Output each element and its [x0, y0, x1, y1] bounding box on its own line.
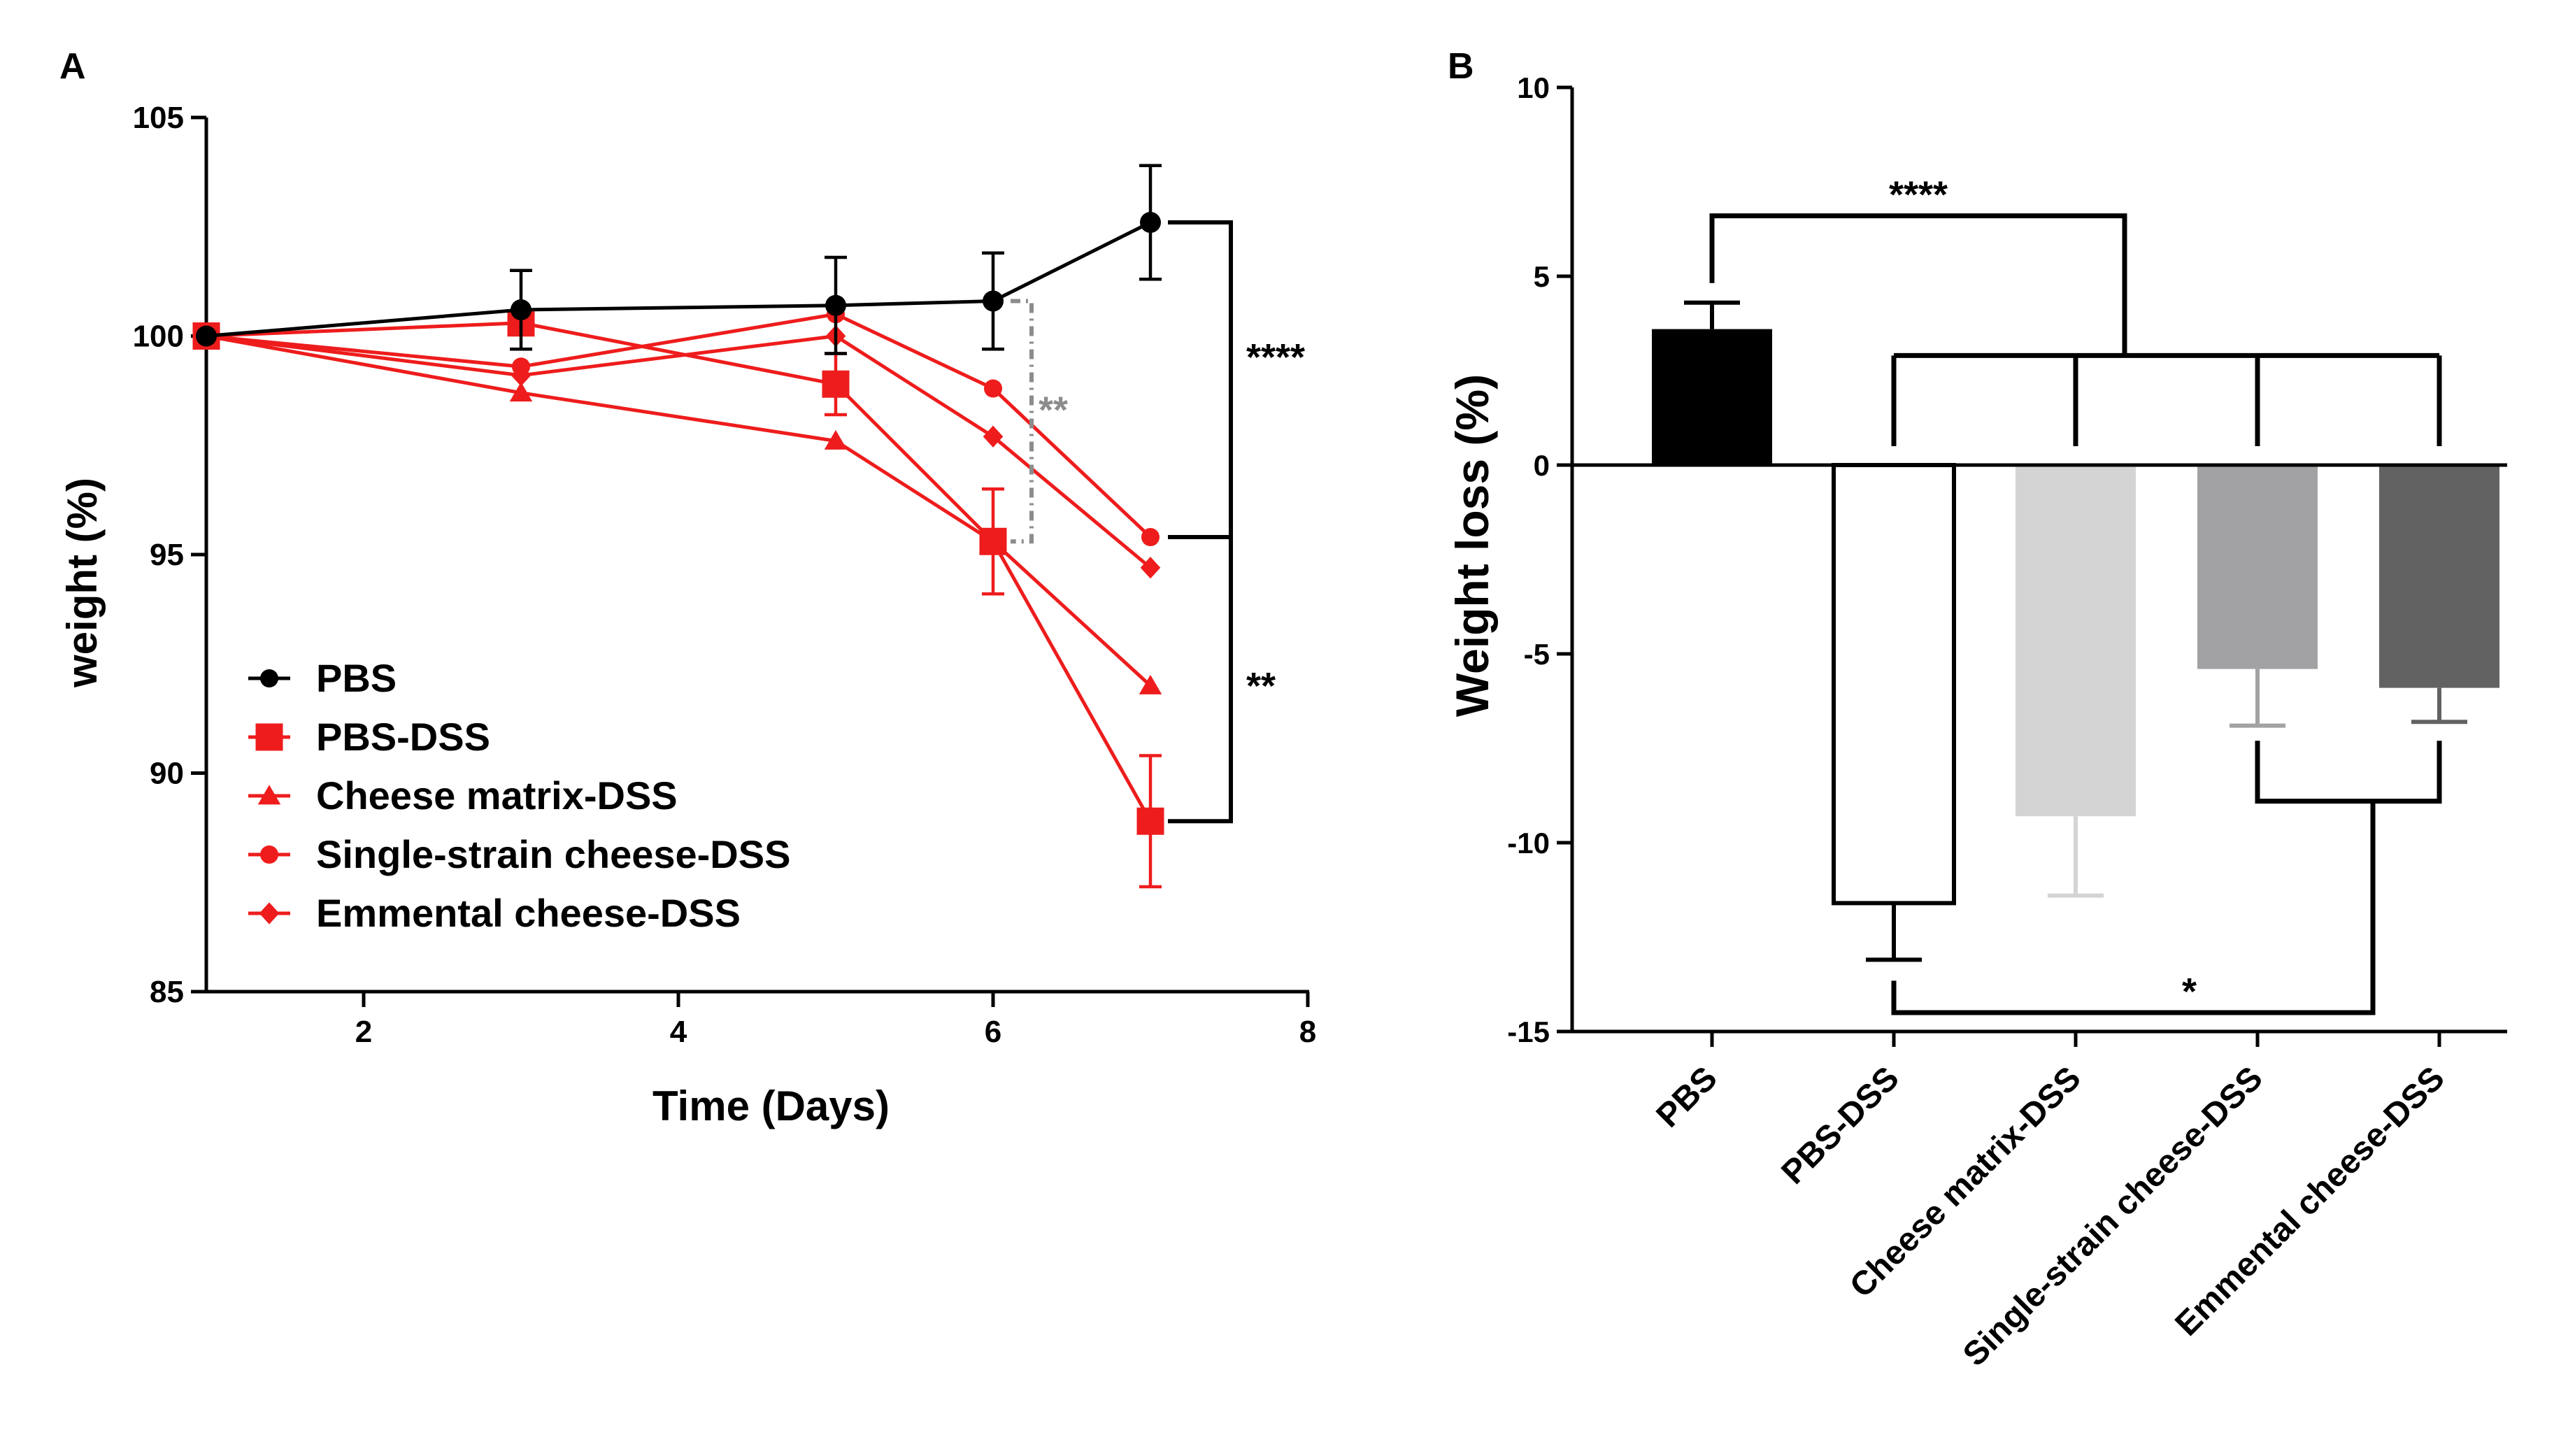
data-point-pbs-dss — [1136, 807, 1164, 835]
y-tick-label: 10 — [1517, 71, 1550, 104]
significance-label: **** — [1889, 174, 1948, 216]
significance-bracket — [1709, 213, 2127, 356]
legend: PBS PBS-DSS Cheese matrix-DSS Single-strain… — [248, 656, 790, 935]
y-axis-label: Weight loss (%) — [1446, 374, 1498, 717]
data-point-emmental-cheese-dss — [983, 425, 1004, 448]
x-tick-label: Single-strain cheese-DSS — [1956, 1059, 2270, 1373]
legend-label: Emmental cheese-DSS — [316, 891, 741, 935]
data-point-single-strain-cheese-dss — [984, 379, 1002, 398]
y-tick-label: 90 — [150, 757, 184, 791]
x-axis-label: Time (Days) — [652, 1083, 890, 1129]
legend-marker — [255, 723, 283, 751]
legend-marker — [260, 845, 278, 864]
panel-a-label: A — [59, 46, 86, 87]
y-tick-label: -5 — [1524, 638, 1550, 671]
x-tick-label: 2 — [355, 1015, 372, 1049]
legend-marker — [259, 902, 280, 925]
y-tick-label: 5 — [1534, 260, 1550, 293]
y-tick-label: 95 — [150, 538, 184, 572]
data-point-cheese-matrix-dss — [1139, 674, 1162, 694]
significance-label: **** — [1246, 336, 1305, 378]
data-point-cheese-matrix-dss — [981, 530, 1005, 550]
y-tick-label: 100 — [133, 320, 184, 354]
legend-item-emmental-cheese-dss: Emmental cheese-DSS — [248, 891, 741, 935]
series-cheese-matrix-dss — [194, 324, 1162, 694]
data-point-single-strain-cheese-dss — [1141, 528, 1160, 546]
data-point-cheese-matrix-dss — [824, 429, 848, 450]
bar-pbs-dss — [1832, 463, 1956, 906]
legend-item-cheese-matrix-dss: Cheese matrix-DSS — [248, 773, 678, 818]
panel-b-label: B — [1448, 46, 1474, 87]
legend-label: PBS-DSS — [316, 715, 490, 759]
bar-pbs — [1652, 329, 1772, 465]
legend-label: Single-strain cheese-DSS — [316, 832, 790, 876]
y-tick-label: -15 — [1507, 1015, 1550, 1048]
legend-label: PBS — [316, 656, 397, 700]
data-point-pbs — [1140, 212, 1161, 233]
data-point-pbs — [825, 294, 846, 316]
series-single-strain-cheese-dss — [197, 305, 1160, 546]
legend-item-pbs-dss: PBS-DSS — [248, 715, 490, 759]
y-tick-label: 0 — [1534, 449, 1550, 482]
significance-label: ** — [1039, 389, 1068, 431]
y-tick-label: -10 — [1507, 827, 1550, 859]
data-point-cheese-matrix-dss — [509, 382, 533, 402]
series-pbs — [196, 164, 1162, 355]
bar-emmental-cheese-dss — [2379, 465, 2499, 688]
x-tick-label: PBS — [1650, 1059, 1725, 1134]
y-tick-label: 105 — [133, 101, 184, 135]
x-tick-label: 8 — [1299, 1015, 1316, 1049]
legend-item-pbs: PBS — [248, 656, 397, 700]
bar-single-strain-cheese-dss — [2197, 465, 2318, 669]
data-point-emmental-cheese-dss — [511, 364, 532, 387]
legend-marker — [257, 785, 281, 805]
y-tick-label: 85 — [150, 975, 184, 1009]
data-point-pbs — [511, 299, 532, 320]
x-tick-label: 6 — [985, 1015, 1001, 1049]
significance-bracket — [1891, 801, 2376, 1015]
data-point-pbs-dss — [822, 370, 850, 398]
bar-cheese-matrix-dss — [2016, 465, 2136, 817]
significance-bracket-group — [2255, 741, 2442, 804]
series-line-single-strain-cheese-dss — [206, 312, 1152, 538]
significance-label: ** — [1246, 665, 1276, 707]
series-line-cheese-matrix-dss — [206, 334, 1152, 687]
series-line-pbs — [206, 220, 1152, 338]
significance-label: * — [2182, 971, 2197, 1013]
data-point-emmental-cheese-dss — [1140, 557, 1161, 579]
series-line-emmental-cheese-dss — [206, 334, 1152, 569]
data-point-pbs — [983, 290, 1004, 312]
x-tick-label: 4 — [670, 1015, 687, 1049]
x-tick-label: PBS-DSS — [1774, 1059, 1906, 1191]
data-point-pbs — [196, 325, 217, 347]
legend-label: Cheese matrix-DSS — [316, 773, 678, 818]
significance-bracket-dotted — [1011, 299, 1034, 544]
significance-bracket — [1168, 220, 1233, 824]
legend-item-single-strain-cheese-dss: Single-strain cheese-DSS — [248, 832, 790, 876]
y-axis-label: weight (%) — [59, 478, 106, 688]
legend-marker — [260, 669, 278, 687]
